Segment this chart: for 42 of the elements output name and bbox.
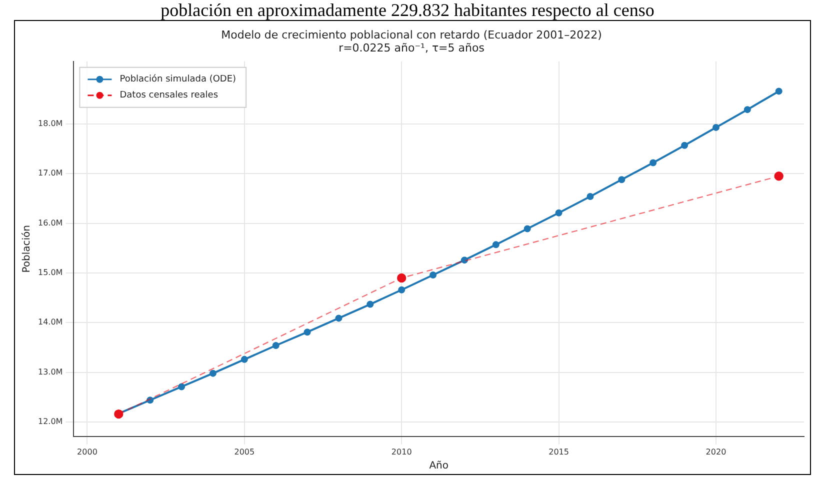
point [492, 241, 500, 248]
point [618, 176, 626, 184]
point [304, 328, 311, 336]
y-tick-label: 17.0M [38, 168, 63, 178]
point [775, 88, 782, 95]
point [335, 314, 342, 322]
y-tick-label: 14.0M [38, 318, 63, 327]
point [460, 256, 468, 264]
point [524, 225, 531, 232]
chart-title: Modelo de crecimiento poblacional con retardo (Ecuador 2001–2022) [221, 28, 602, 42]
point [397, 273, 406, 283]
point [774, 172, 784, 181]
point [650, 159, 657, 166]
point [178, 383, 186, 390]
x-tick-label: 2005 [234, 447, 255, 456]
legend-label: Datos censales reales [120, 90, 218, 101]
point [398, 286, 406, 294]
x-tick-label: 2000 [77, 447, 98, 456]
point [209, 370, 216, 377]
point [240, 356, 248, 363]
y-tick-label: 15.0M [38, 268, 63, 278]
chart-subtitle: r=0.0225 año⁻¹, τ=5 años [338, 42, 485, 55]
text: población en aproximadamente 229.832 habitantes respecto al censo [160, 0, 656, 20]
point [555, 209, 562, 216]
legend-label: Población simulada (ODE) [120, 74, 236, 85]
point [430, 271, 437, 278]
point [681, 142, 688, 149]
y-tick-label: 13.0M [38, 367, 63, 376]
x-tick-label: 2010 [391, 447, 412, 456]
point [744, 106, 751, 114]
point [586, 193, 594, 200]
point [272, 342, 280, 350]
x-tick-label: 2015 [548, 447, 569, 456]
x-axis-title: Año [429, 460, 449, 472]
point [366, 300, 374, 308]
point [712, 124, 720, 131]
y-tick-label: 16.0M [38, 218, 63, 228]
x-tick-label: 2020 [706, 447, 726, 456]
point [146, 396, 154, 404]
y-tick-label: 12.0M [38, 417, 63, 426]
y-tick-label: 18.0M [38, 119, 63, 128]
y-axis-title: Población [22, 225, 33, 273]
